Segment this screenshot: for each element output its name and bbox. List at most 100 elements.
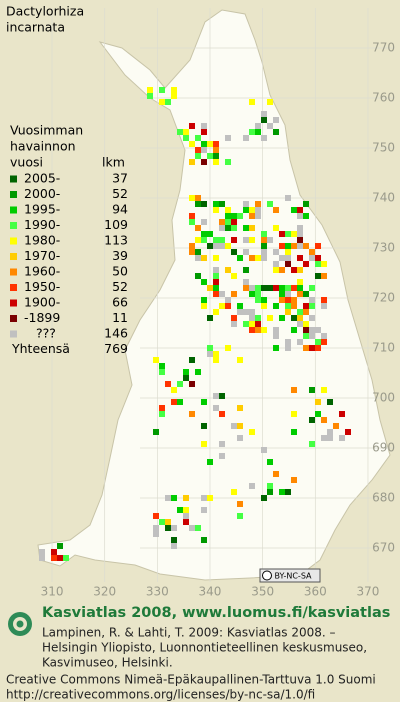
occurrence-square	[273, 129, 279, 135]
occurrence-square	[213, 147, 219, 153]
occurrence-square	[255, 207, 261, 213]
occurrence-square	[201, 279, 207, 285]
occurrence-square	[201, 201, 207, 207]
occurrence-square	[207, 243, 213, 249]
occurrence-square	[303, 333, 309, 339]
occurrence-square	[279, 243, 285, 249]
occurrence-square	[249, 99, 255, 105]
occurrence-square	[285, 489, 291, 495]
y-tick-label: 730	[372, 241, 395, 255]
occurrence-square	[195, 237, 201, 243]
citation: Kasvimuseo, Helsinki.	[42, 656, 173, 670]
occurrence-square	[201, 303, 207, 309]
occurrence-square	[249, 309, 255, 315]
y-tick-label: 770	[372, 41, 395, 55]
occurrence-square	[291, 303, 297, 309]
occurrence-square	[309, 285, 315, 291]
occurrence-square	[249, 129, 255, 135]
license: Creative Commons Nimeä-Epäkaupallinen-Ta…	[6, 673, 376, 687]
occurrence-square	[219, 219, 225, 225]
occurrence-square	[57, 555, 63, 561]
occurrence-square	[273, 285, 279, 291]
occurrence-square	[309, 303, 315, 309]
occurrence-square	[297, 267, 303, 273]
legend-swatch	[10, 191, 17, 198]
occurrence-square	[153, 357, 159, 363]
occurrence-square	[237, 255, 243, 261]
occurrence-square	[285, 339, 291, 345]
occurrence-square	[249, 237, 255, 243]
occurrence-square	[231, 321, 237, 327]
occurrence-square	[297, 339, 303, 345]
y-tick-label: 720	[372, 291, 395, 305]
occurrence-square	[189, 219, 195, 225]
occurrence-square	[255, 255, 261, 261]
occurrence-square	[189, 357, 195, 363]
x-tick-label: 320	[93, 585, 116, 599]
occurrence-square	[273, 333, 279, 339]
legend-count: 146	[104, 326, 128, 341]
occurrence-square	[291, 315, 297, 321]
occurrence-square	[225, 303, 231, 309]
occurrence-square	[285, 249, 291, 255]
title: incarnata	[6, 20, 65, 35]
occurrence-square	[219, 441, 225, 447]
logo	[8, 612, 32, 636]
legend-count: 37	[112, 171, 128, 186]
occurrence-square	[261, 249, 267, 255]
occurrence-square	[315, 411, 321, 417]
occurrence-square	[243, 135, 249, 141]
occurrence-square	[321, 435, 327, 441]
occurrence-square	[195, 273, 201, 279]
occurrence-square	[201, 147, 207, 153]
legend-total: 769	[104, 341, 128, 356]
occurrence-square	[231, 489, 237, 495]
occurrence-square	[213, 201, 219, 207]
occurrence-square	[213, 309, 219, 315]
occurrence-square	[261, 243, 267, 249]
occurrence-square	[237, 513, 243, 519]
occurrence-square	[255, 129, 261, 135]
occurrence-square	[177, 507, 183, 513]
x-tick-label: 330	[146, 585, 169, 599]
occurrence-square	[177, 399, 183, 405]
occurrence-square	[57, 543, 63, 549]
occurrence-square	[261, 231, 267, 237]
occurrence-square	[213, 159, 219, 165]
occurrence-square	[189, 141, 195, 147]
occurrence-square	[159, 405, 165, 411]
occurrence-square	[321, 339, 327, 345]
legend-count: 52	[112, 186, 128, 201]
occurrence-square	[213, 207, 219, 213]
occurrence-square	[255, 315, 261, 321]
occurrence-square	[195, 525, 201, 531]
legend-count: 52	[112, 279, 128, 294]
occurrence-square	[207, 231, 213, 237]
occurrence-square	[231, 213, 237, 219]
occurrence-square	[297, 255, 303, 261]
occurrence-square	[279, 285, 285, 291]
occurrence-square	[201, 537, 207, 543]
occurrence-square	[183, 519, 189, 525]
occurrence-square	[39, 555, 45, 561]
occurrence-square	[231, 315, 237, 321]
legend-swatch	[10, 253, 17, 260]
y-tick-label: 760	[372, 91, 395, 105]
occurrence-square	[219, 225, 225, 231]
occurrence-square	[297, 213, 303, 219]
x-tick-label: 340	[199, 585, 222, 599]
legend-count: 109	[104, 217, 128, 232]
occurrence-square	[225, 345, 231, 351]
occurrence-square	[273, 117, 279, 123]
site-title[interactable]: Kasviatlas 2008, www.luomus.fi/kasviatla…	[42, 605, 390, 621]
occurrence-square	[153, 513, 159, 519]
occurrence-square	[249, 429, 255, 435]
occurrence-square	[195, 147, 201, 153]
occurrence-square	[243, 267, 249, 273]
occurrence-square	[291, 387, 297, 393]
occurrence-square	[195, 201, 201, 207]
license-url[interactable]: http://creativecommons.org/licenses/by-n…	[6, 688, 315, 702]
occurrence-square	[339, 435, 345, 441]
legend-total-label: Yhteensä	[11, 341, 70, 356]
occurrence-square	[225, 297, 231, 303]
